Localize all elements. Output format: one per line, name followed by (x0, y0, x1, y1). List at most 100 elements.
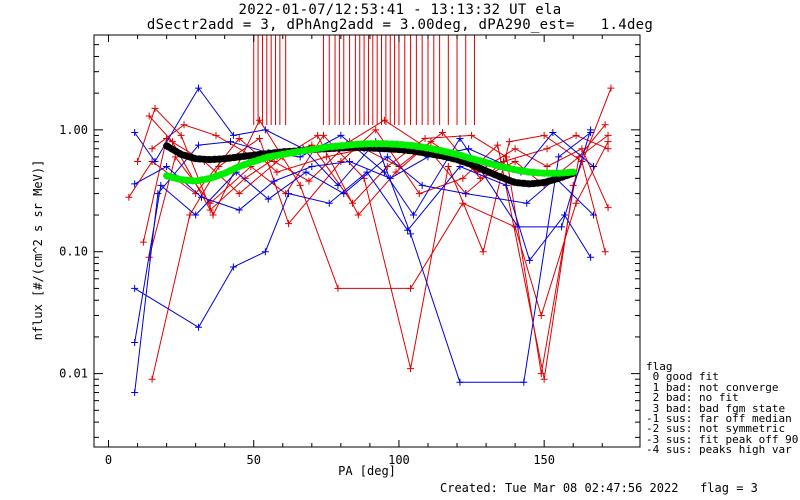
data-point (177, 131, 185, 139)
series-layer (125, 84, 615, 396)
legend-item: 2 bad: no fit (646, 391, 739, 405)
series-line (151, 87, 612, 380)
series-line (148, 115, 606, 374)
data-point (444, 163, 452, 171)
data-point (537, 311, 545, 319)
data-point (407, 230, 415, 238)
data-point (415, 190, 423, 198)
data-point (325, 199, 333, 207)
data-point (456, 163, 464, 171)
legend-item: 0 good fit (646, 370, 719, 384)
data-point (537, 370, 545, 378)
data-point (520, 378, 528, 386)
data-point (526, 256, 534, 264)
data-point (380, 116, 388, 124)
data-point (604, 204, 612, 212)
data-point (192, 211, 200, 219)
data-point (523, 199, 531, 207)
data-point (285, 190, 293, 198)
x-tick-label: 100 (388, 453, 410, 467)
data-point (285, 220, 293, 228)
data-point (227, 138, 234, 146)
data-point (439, 129, 447, 137)
data-point (418, 181, 426, 189)
data-point (241, 174, 249, 182)
data-point (590, 163, 598, 171)
data-point (180, 121, 188, 129)
data-point (511, 157, 519, 165)
legend-item: -2 sus: not symmetric (646, 422, 786, 436)
data-point (543, 145, 551, 153)
data-point (215, 163, 223, 171)
data-point (314, 131, 322, 139)
data-point (421, 134, 429, 142)
footer-created: Created: Tue Mar 08 02:47:56 2022 flag =… (440, 481, 758, 495)
data-point (256, 134, 264, 142)
data-point (131, 284, 139, 292)
legend-item: 1 bad: not converge (646, 380, 779, 394)
data-point (456, 378, 464, 386)
y-tick-label: 0.10 (59, 245, 88, 259)
data-point (206, 206, 214, 214)
data-point (195, 84, 203, 92)
data-point (139, 238, 147, 246)
data-point (587, 253, 595, 261)
data-point (514, 223, 522, 231)
data-point (354, 211, 362, 219)
data-point (334, 181, 342, 189)
data-point (386, 174, 394, 182)
legend-item: -3 sus: fit peak off 90 (646, 432, 799, 446)
data-point (383, 153, 391, 161)
data-point (372, 126, 380, 134)
data-point (261, 248, 269, 256)
data-point (131, 129, 139, 137)
flag-legend: flag 0 good fit 1 bad: not converge 2 ba… (646, 361, 799, 457)
data-point (206, 199, 214, 207)
data-point (558, 223, 566, 231)
data-point (148, 375, 156, 383)
data-point (409, 211, 417, 219)
data-point (264, 195, 272, 203)
data-point (197, 193, 205, 201)
data-point (334, 284, 342, 292)
data-point (337, 157, 345, 165)
x-axis-label: PA [deg] (338, 464, 396, 478)
data-point (572, 199, 580, 207)
data-point (235, 190, 243, 198)
data-point (540, 131, 548, 139)
data-point (604, 145, 612, 153)
axis-layer: 0 50 100 150 0.01 0.10 1.00 (59, 34, 640, 467)
data-point (540, 375, 548, 383)
data-point (572, 131, 580, 139)
fit-curve (163, 140, 577, 185)
legend-item: 3 bad: bad fgm state (646, 401, 786, 415)
data-point (337, 131, 345, 139)
data-point (604, 131, 612, 139)
vertical-marker-layer (253, 35, 475, 125)
data-point (549, 129, 557, 137)
x-tick-label: 0 (105, 453, 112, 467)
data-point (407, 365, 415, 373)
series-line (148, 134, 606, 369)
data-point (296, 181, 304, 189)
data-point (145, 112, 153, 120)
data-point (270, 177, 278, 185)
series-line (137, 107, 609, 318)
data-point (134, 157, 142, 165)
data-point (151, 104, 159, 112)
data-point (308, 163, 316, 171)
data-point (340, 190, 348, 198)
chart-subtitle: dSectr2add = 3, dPhAng2add = 3.00deg, dP… (146, 17, 654, 33)
legend-item: -4 sus: peaks high var (646, 443, 792, 457)
data-point (209, 211, 217, 219)
data-point (604, 138, 612, 146)
data-point (479, 248, 487, 256)
data-point (151, 157, 159, 165)
data-point (256, 116, 264, 124)
data-point (590, 211, 598, 219)
data-point (543, 163, 551, 171)
data-point (157, 181, 165, 189)
data-point (511, 145, 519, 153)
data-point (235, 206, 243, 214)
